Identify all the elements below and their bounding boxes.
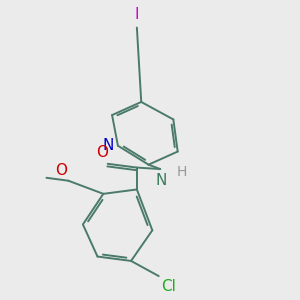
- Text: H: H: [176, 165, 187, 179]
- Text: O: O: [55, 163, 67, 178]
- Text: I: I: [135, 7, 139, 22]
- Text: O: O: [97, 145, 109, 160]
- Text: N: N: [102, 138, 113, 153]
- Text: N: N: [156, 173, 167, 188]
- Text: Cl: Cl: [161, 279, 176, 294]
